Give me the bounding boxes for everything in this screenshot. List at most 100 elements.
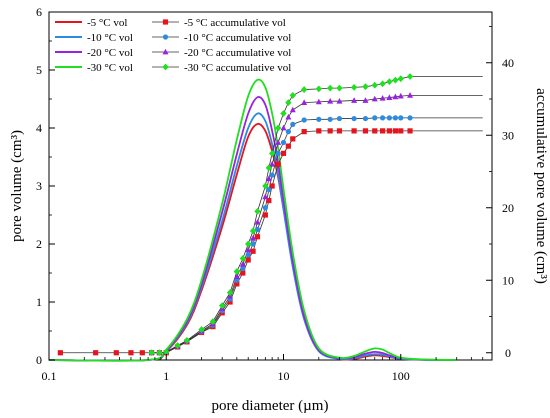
- legend-swatch-marker: [162, 34, 169, 40]
- series-markers: [57, 73, 414, 357]
- data-point-6-30: [392, 93, 399, 100]
- data-point-7-16: [268, 149, 276, 157]
- data-point-4-32: [372, 128, 378, 134]
- data-point-6-31: [397, 92, 404, 99]
- data-point-4-15: [240, 270, 246, 276]
- y2-tick-label: 20: [502, 201, 514, 215]
- data-point-7-2: [163, 348, 170, 356]
- data-point-6-22: [315, 98, 322, 105]
- data-point-6-29: [386, 94, 393, 100]
- data-point-7-31: [397, 75, 404, 83]
- data-point-5-11: [245, 252, 251, 258]
- data-point-7-8: [226, 289, 234, 296]
- x-axis-title: pore diameter (µm): [212, 398, 329, 414]
- data-point-4-19: [262, 212, 268, 218]
- data-point-4-0: [57, 350, 63, 356]
- data-point-6-12: [250, 235, 257, 241]
- data-point-6-25: [351, 97, 358, 103]
- legend-label: -10 °C vol: [87, 32, 133, 44]
- data-point-6-32: [407, 92, 414, 98]
- data-point-4-25: [290, 136, 296, 142]
- data-point-7-3: [174, 342, 181, 349]
- y2-tick-label: 30: [502, 128, 514, 142]
- legend-label: -10 °C accumulative vol: [184, 32, 291, 44]
- data-point-7-5: [198, 326, 205, 333]
- data-point-5-27: [372, 115, 378, 121]
- data-point-5-30: [392, 115, 398, 121]
- x-tick-label: 10: [278, 369, 290, 383]
- series-line-7: [151, 76, 483, 354]
- data-point-5-29: [386, 115, 392, 121]
- y-tick-label: 5: [36, 63, 42, 77]
- data-point-7-12: [249, 227, 257, 235]
- y-tick-label: 1: [36, 295, 42, 309]
- series-line-5: [151, 117, 483, 354]
- data-point-4-17: [250, 248, 256, 254]
- y2-axis-title: accumulative pore volume (cm³): [533, 88, 549, 284]
- data-point-6-10: [239, 261, 246, 267]
- y-tick-label: 6: [36, 5, 42, 19]
- data-point-4-3: [128, 350, 134, 356]
- data-point-6-24: [336, 97, 343, 104]
- data-point-4-34: [386, 128, 392, 134]
- data-point-5-19: [285, 129, 291, 135]
- legend: -5 °C vol -10 °C vol -20 °C vol -30 °C vol -…: [55, 17, 291, 74]
- data-point-6-20: [289, 106, 296, 113]
- data-point-4-29: [336, 128, 343, 134]
- data-point-6-16: [269, 161, 276, 167]
- data-point-5-17: [275, 150, 281, 156]
- data-point-7-11: [245, 240, 252, 248]
- data-point-7-20: [289, 91, 296, 99]
- data-point-4-14: [234, 281, 240, 287]
- data-point-4-36: [398, 128, 404, 134]
- data-point-7-23: [326, 84, 334, 92]
- data-point-7-22: [315, 85, 323, 93]
- data-point-7-14: [262, 182, 269, 190]
- y-axis-title: pore volume (cm³): [9, 130, 25, 242]
- y2-tick-label: 40: [502, 56, 514, 70]
- x-tick-label: 0.1: [42, 369, 57, 383]
- data-point-7-18: [280, 110, 287, 117]
- data-point-5-28: [379, 115, 386, 121]
- data-point-6-18: [280, 124, 287, 131]
- data-point-7-29: [386, 78, 393, 85]
- series-line-2: [48, 96, 457, 362]
- data-point-4-4: [139, 350, 145, 356]
- data-point-5-23: [327, 116, 333, 122]
- data-point-7-0: [148, 349, 155, 357]
- data-point-7-26: [362, 83, 369, 91]
- legend-label: -5 °C vol: [87, 17, 127, 29]
- data-point-5-26: [362, 115, 369, 122]
- data-point-4-18: [254, 234, 261, 240]
- data-point-7-27: [371, 81, 378, 89]
- data-point-5-15: [266, 187, 272, 193]
- data-point-5-21: [301, 117, 307, 123]
- data-point-5-18: [280, 139, 287, 146]
- data-point-5-22: [316, 116, 322, 122]
- data-point-6-11: [245, 246, 252, 253]
- data-point-7-25: [350, 84, 358, 91]
- data-point-4-33: [379, 128, 386, 134]
- legend-swatch-marker: [162, 63, 169, 71]
- data-point-4-37: [407, 128, 413, 134]
- legend-label: -30 °C accumulative vol: [184, 62, 291, 74]
- data-point-5-31: [398, 115, 404, 121]
- data-point-4-27: [316, 128, 322, 134]
- series-line-3: [48, 78, 457, 362]
- series-line-6: [151, 94, 483, 354]
- data-point-4-22: [275, 161, 281, 167]
- data-point-4-20: [266, 197, 272, 204]
- data-point-6-9: [233, 273, 240, 280]
- data-point-7-28: [379, 80, 386, 88]
- data-point-6-15: [265, 175, 272, 182]
- series-lines: [48, 76, 483, 362]
- data-point-4-2: [113, 350, 119, 356]
- data-point-6-27: [371, 95, 378, 102]
- data-point-4-13: [227, 299, 233, 305]
- data-point-6-28: [379, 95, 386, 101]
- data-point-5-25: [351, 115, 357, 122]
- legend-label: -30 °C vol: [87, 62, 133, 74]
- data-point-4-31: [362, 128, 369, 134]
- data-point-4-26: [301, 129, 307, 135]
- y-tick-label: 0: [36, 353, 42, 367]
